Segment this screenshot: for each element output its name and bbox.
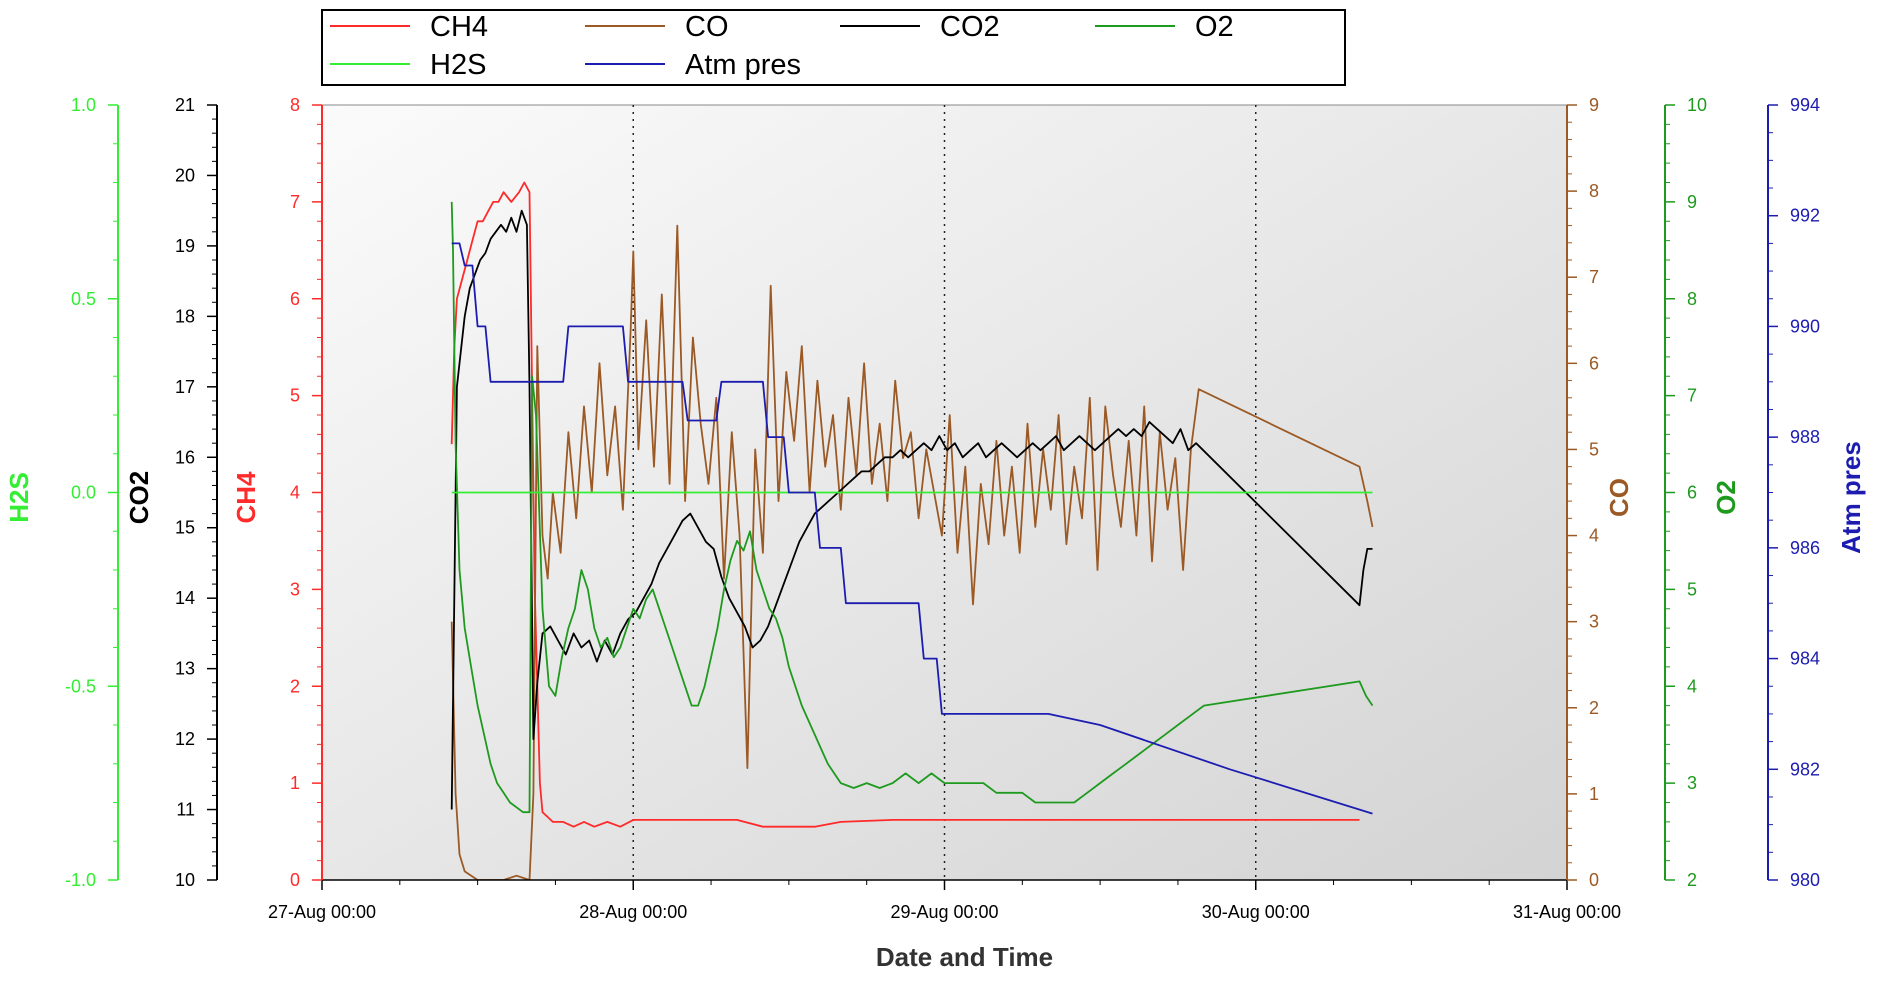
- legend-label-o2: O2: [1195, 11, 1234, 43]
- y-tick-label-atm: 988: [1790, 427, 1820, 447]
- series-line-co: [450, 224, 1374, 880]
- y-tick-label-atm: 982: [1790, 759, 1820, 779]
- y-tick-label-co2: 21: [175, 95, 195, 115]
- legend-label-atm-pres: Atm pres: [685, 49, 801, 81]
- y-tick-label-co: 3: [1589, 612, 1599, 632]
- y-axis-title-ch4: CH4: [231, 471, 261, 524]
- series-line-o2: [450, 201, 1374, 814]
- y-axis-title-co: CO: [1604, 478, 1634, 517]
- y-tick-label-co: 9: [1589, 95, 1599, 115]
- y-tick-label-co2: 17: [175, 377, 195, 397]
- y-tick-label-co2: 12: [175, 729, 195, 749]
- x-tick-label: 29-Aug 00:00: [890, 902, 998, 922]
- y-tick-label-co2: 11: [176, 800, 195, 820]
- y-tick-label-co2: 15: [175, 518, 195, 538]
- y-tick-label-co: 1: [1589, 784, 1599, 804]
- legend-label-ch4: CH4: [430, 11, 488, 43]
- y-tick-label-h2s: 0.0: [71, 483, 96, 503]
- legend-box: [321, 9, 1346, 86]
- y-tick-label-o2: 10: [1687, 95, 1707, 115]
- x-tick-label: 30-Aug 00:00: [1202, 902, 1310, 922]
- y-tick-label-co: 4: [1589, 526, 1599, 546]
- y-tick-label-ch4: 5: [290, 386, 300, 406]
- y-tick-label-co: 0: [1589, 870, 1599, 890]
- x-tick-label: 27-Aug 00:00: [268, 902, 376, 922]
- x-axis-title: Date and Time: [876, 942, 1053, 972]
- y-tick-label-h2s: 0.5: [71, 289, 96, 309]
- legend-label-co: CO: [685, 11, 729, 43]
- axes-layer: 27-Aug 00:00 28-Aug 00:00 29-Aug 00:00 30-A…: [4, 95, 1866, 972]
- y-tick-label-co2: 13: [175, 659, 195, 679]
- y-tick-label-h2s: -0.5: [65, 676, 96, 696]
- y-axis-title-h2s: H2S: [4, 472, 34, 523]
- y-tick-label-co2: 16: [175, 447, 195, 467]
- y-tick-label-o2: 8: [1687, 289, 1697, 309]
- y-tick-label-atm: 980: [1790, 870, 1820, 890]
- y-tick-label-ch4: 0: [290, 870, 300, 890]
- y-axis-title-co2: CO2: [124, 471, 154, 524]
- y-tick-label-ch4: 1: [290, 773, 300, 793]
- legend-label-h2s: H2S: [430, 49, 486, 81]
- y-tick-label-co2: 19: [175, 236, 195, 256]
- y-tick-label-o2: 7: [1687, 386, 1697, 406]
- y-tick-label-co: 6: [1589, 353, 1599, 373]
- x-tick-label: 28-Aug 00:00: [579, 902, 687, 922]
- y-tick-label-atm: 990: [1790, 316, 1820, 336]
- y-tick-label-co2: 18: [175, 306, 195, 326]
- y-tick-label-co: 2: [1589, 698, 1599, 718]
- y-tick-label-ch4: 2: [290, 676, 300, 696]
- series-line-atm-pres: [451, 242, 1373, 815]
- y-axis-title-o2: O2: [1711, 480, 1741, 515]
- y-tick-label-h2s: 1.0: [71, 95, 96, 115]
- y-tick-label-atm: 986: [1790, 538, 1820, 558]
- y-tick-label-o2: 4: [1687, 676, 1697, 696]
- grid-lines: [632, 105, 1257, 880]
- y-axis-title-atm: Atm pres: [1836, 441, 1866, 554]
- legend-label-co2: CO2: [940, 11, 1000, 43]
- y-tick-label-o2: 5: [1687, 579, 1697, 599]
- y-tick-label-ch4: 6: [290, 289, 300, 309]
- y-tick-label-ch4: 3: [290, 579, 300, 599]
- y-tick-label-co: 7: [1589, 267, 1599, 287]
- y-tick-label-atm: 992: [1790, 206, 1820, 226]
- y-tick-label-ch4: 4: [290, 483, 300, 503]
- y-tick-label-atm: 994: [1790, 95, 1820, 115]
- y-tick-label-o2: 2: [1687, 870, 1697, 890]
- x-tick-label: 31-Aug 00:00: [1513, 902, 1621, 922]
- y-tick-label-h2s: -1.0: [65, 870, 96, 890]
- series-line-co2: [450, 209, 1373, 810]
- y-tick-label-co2: 10: [175, 870, 195, 890]
- y-tick-label-o2: 6: [1687, 483, 1697, 503]
- y-tick-label-co: 5: [1589, 439, 1599, 459]
- series-layer: [450, 181, 1374, 880]
- y-tick-label-o2: 3: [1687, 773, 1697, 793]
- y-tick-label-co2: 14: [175, 588, 195, 608]
- y-tick-label-co2: 20: [175, 165, 195, 185]
- y-tick-label-co: 8: [1589, 181, 1599, 201]
- y-tick-label-ch4: 8: [290, 95, 300, 115]
- y-tick-label-atm: 984: [1790, 649, 1820, 669]
- legend: CH4 CO CO2 O2 H2S Atm pres: [321, 9, 1346, 86]
- y-tick-label-o2: 9: [1687, 192, 1697, 212]
- series-line-ch4: [450, 181, 1360, 828]
- y-tick-label-ch4: 7: [290, 192, 300, 212]
